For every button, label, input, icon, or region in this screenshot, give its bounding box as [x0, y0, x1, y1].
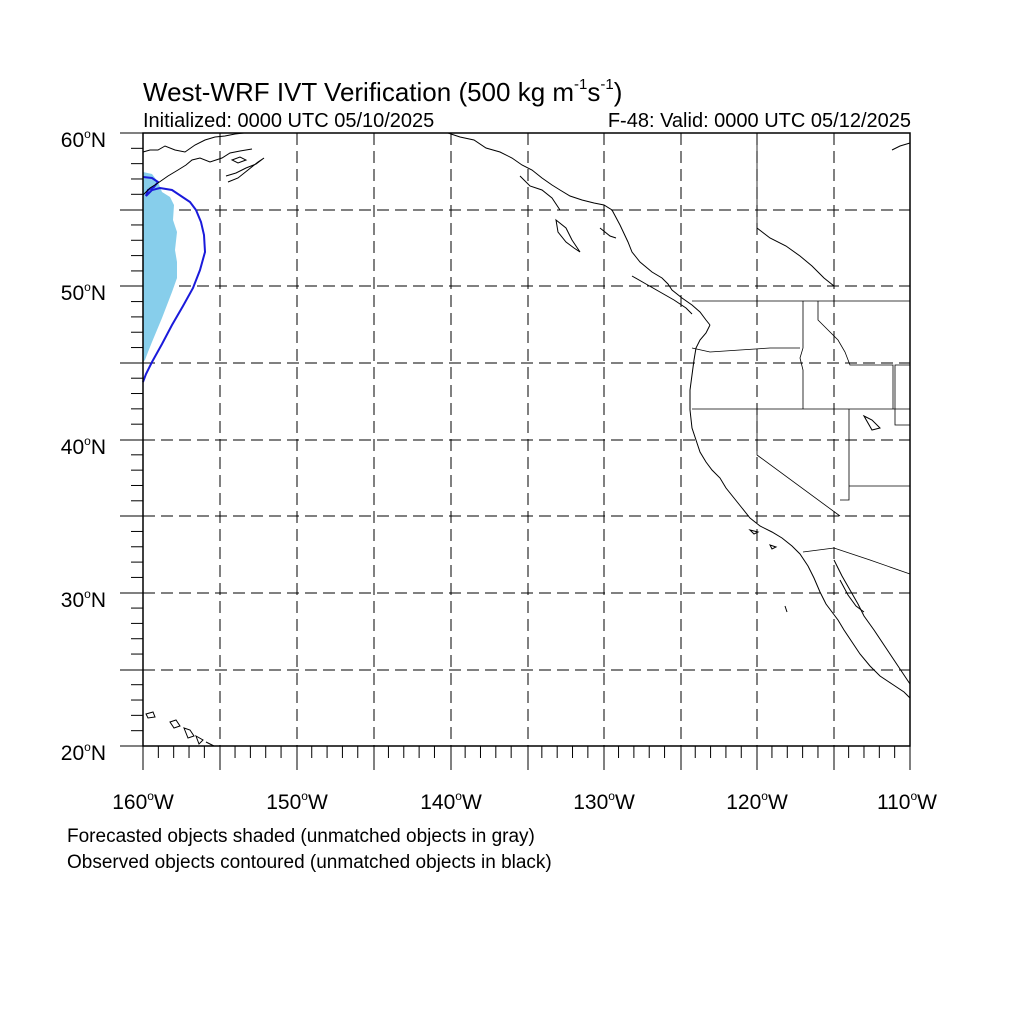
lon-label: 140oW	[420, 789, 482, 814]
lat-label: 50oN	[60, 280, 106, 305]
forecast-ivt-object	[143, 172, 177, 362]
lon-minor-ticks	[157, 746, 896, 758]
observed-ivt-contour	[142, 176, 207, 383]
lat-ticks	[120, 132, 143, 747]
coastlines	[142, 132, 911, 747]
init-time-label: Initialized: 0000 UTC 05/10/2025	[143, 110, 435, 132]
forecast-legend-note: Forecasted objects shaded (unmatched obj…	[67, 826, 535, 847]
plot-title: West-WRF IVT Verification (500 kg m-1s-1…	[143, 76, 623, 107]
political-borders	[691, 133, 911, 575]
lat-label: 60oN	[60, 127, 106, 152]
lat-label: 40oN	[60, 434, 106, 459]
lon-label: 130oW	[573, 789, 635, 814]
lat-minor-ticks	[131, 147, 143, 732]
lon-label: 120oW	[726, 789, 788, 814]
lat-label: 30oN	[60, 587, 106, 612]
lon-ticks	[142, 746, 911, 770]
observed-legend-note: Observed objects contoured (unmatched ob…	[67, 852, 552, 873]
lon-label: 160oW	[112, 789, 174, 814]
valid-time-label: F-48: Valid: 0000 UTC 05/12/2025	[607, 110, 911, 132]
lon-label: 110oW	[877, 789, 937, 814]
graticule	[143, 133, 910, 746]
lat-label: 20oN	[60, 740, 106, 765]
lon-label: 150oW	[266, 789, 328, 814]
